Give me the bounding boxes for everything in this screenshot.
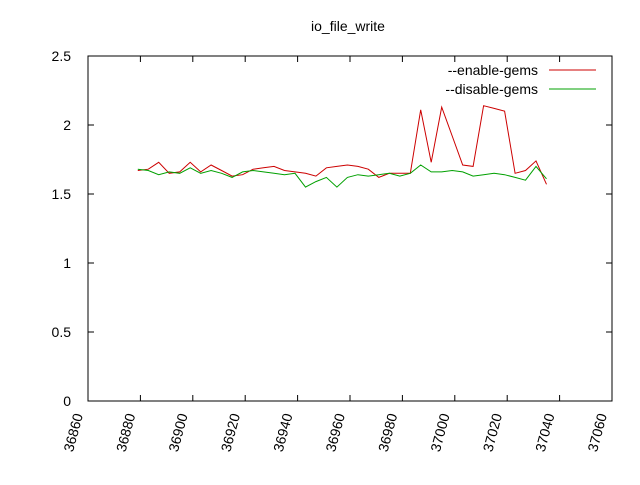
legend: --enable-gems --disable-gems (445, 62, 596, 97)
y-tick-label: 2.5 (52, 48, 72, 64)
y-tick-label: 0 (63, 393, 71, 409)
y-tick-label: 0.5 (52, 324, 72, 340)
series-line (137, 164, 547, 188)
legend-label: --disable-gems (445, 81, 538, 97)
series-layer (137, 105, 547, 188)
series-line (137, 105, 547, 185)
y-tick-label: 2 (63, 117, 71, 133)
legend-label: --enable-gems (448, 62, 538, 78)
y-axis: 0 0.5 1 1.5 2 2.5 (52, 48, 612, 409)
y-tick-label: 1.5 (52, 186, 72, 202)
y-tick-label: 1 (63, 255, 71, 271)
chart-title: io_file_write (311, 18, 385, 34)
